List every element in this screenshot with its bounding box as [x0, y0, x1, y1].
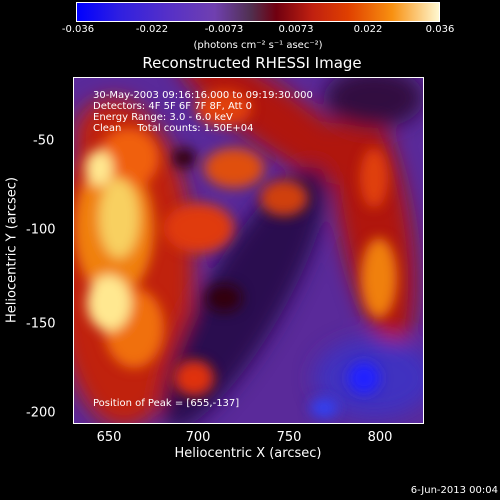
- x-tick: 650: [96, 430, 122, 445]
- y-tick: -150: [26, 316, 56, 332]
- colorbar-tick: -0.0073: [204, 24, 244, 35]
- image-render: [74, 78, 423, 423]
- y-tick: -200: [26, 405, 56, 421]
- y-tick: -100: [26, 222, 56, 238]
- x-tick: 750: [276, 430, 302, 445]
- footer-date: 6-Jun-2013 00:04: [410, 485, 498, 496]
- info-clean: Clean Total counts: 1.50E+04: [93, 123, 254, 134]
- info-detectors: Detectors: 4F 5F 6F 7F 8F, Att 0: [93, 101, 253, 112]
- image-title: Reconstructed RHESSI Image: [142, 54, 362, 72]
- x-axis-label: Heliocentric X (arcsec): [174, 446, 322, 461]
- rhessi-image: [73, 77, 424, 424]
- colorbar-tick: 0.036: [425, 24, 455, 35]
- info-time: 30-May-2003 09:16:16.000 to 09:19:30.000: [93, 90, 313, 101]
- info-energy: Energy Range: 3.0 - 6.0 keV: [93, 112, 233, 123]
- colorbar-tick: 0.0073: [278, 24, 314, 35]
- colorbar: [76, 2, 440, 22]
- x-tick: 800: [367, 430, 393, 445]
- colorbar-unit-label: (photons cm⁻² s⁻¹ asec⁻²): [193, 40, 323, 51]
- x-tick: 700: [185, 430, 211, 445]
- y-tick: -50: [33, 133, 55, 149]
- y-axis-label: Heliocentric Y (arcsec): [4, 177, 20, 323]
- colorbar-tick: -0.022: [135, 24, 169, 35]
- colorbar-tick: 0.022: [353, 24, 383, 35]
- colorbar-tick: -0.036: [61, 24, 95, 35]
- info-peak: Position of Peak = [655,-137]: [93, 398, 240, 409]
